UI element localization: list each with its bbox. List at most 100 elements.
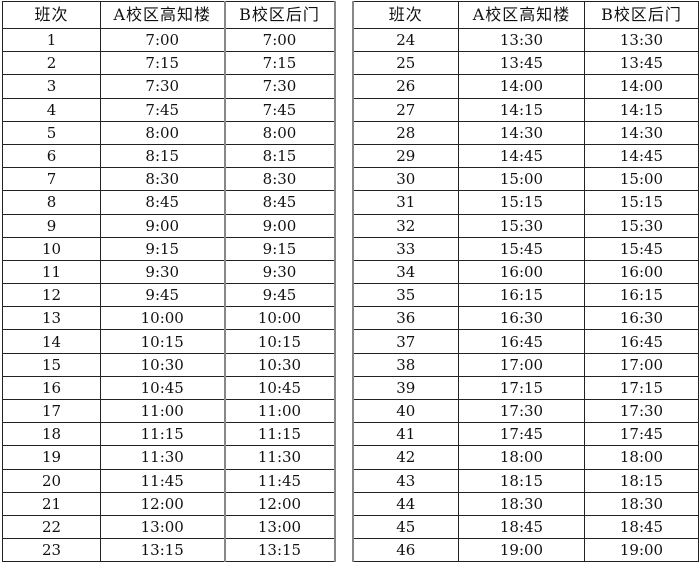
a-campus-time: 8:30	[100, 167, 225, 192]
table-row: 2 7:15 7:15 25 13:45 13:45	[2, 51, 699, 76]
header-trip: 班次	[352, 1, 459, 29]
table-row: 17 11:00 11:00 40 17:30 17:30	[2, 398, 699, 424]
separator	[333, 376, 354, 400]
separator	[333, 28, 354, 52]
b-campus-time: 12:00	[223, 491, 335, 516]
b-campus-time: 9:00	[223, 213, 335, 238]
b-campus-time: 14:00	[584, 74, 699, 99]
a-campus-time: 15:00	[458, 167, 585, 192]
a-campus-time: 9:30	[100, 259, 225, 285]
table-row: 9 9:00 9:00 32 15:30 15:30	[2, 213, 699, 238]
b-campus-time: 10:30	[223, 352, 335, 377]
trip-number: 26	[352, 74, 459, 99]
a-campus-time: 12:00	[100, 491, 225, 516]
b-campus-time: 10:00	[223, 306, 335, 331]
trip-number: 39	[352, 375, 459, 401]
a-campus-time: 15:45	[458, 236, 585, 261]
table-row: 19 11:30 11:30 42 18:00 18:00	[2, 445, 699, 470]
table-row: 5 8:00 8:00 28 14:30 14:30	[2, 120, 699, 145]
b-campus-time: 13:15	[223, 538, 335, 563]
separator	[333, 353, 354, 377]
b-campus-time: 18:45	[584, 514, 699, 540]
b-campus-time: 8:45	[223, 190, 335, 215]
a-campus-time: 18:30	[458, 491, 585, 516]
a-campus-time: 17:45	[458, 422, 585, 447]
trip-number: 13	[2, 306, 101, 331]
a-campus-time: 10:45	[100, 375, 225, 401]
trip-number: 44	[352, 491, 459, 516]
separator	[333, 121, 354, 145]
b-campus-time: 13:00	[223, 514, 335, 540]
b-campus-time: 17:45	[584, 422, 699, 447]
trip-number: 41	[352, 422, 459, 447]
b-campus-time: 16:30	[584, 306, 699, 331]
a-campus-time: 18:45	[458, 514, 585, 540]
a-campus-time: 9:45	[100, 283, 225, 308]
separator	[333, 469, 354, 493]
b-campus-time: 18:15	[584, 468, 699, 493]
a-campus-time: 17:30	[458, 398, 585, 424]
b-campus-time: 9:45	[223, 283, 335, 308]
b-campus-time: 7:15	[223, 51, 335, 76]
table-row: 16 10:45 10:45 39 17:15 17:15	[2, 375, 699, 401]
trip-number: 42	[352, 445, 459, 470]
b-campus-time: 18:30	[584, 491, 699, 516]
b-campus-time: 17:00	[584, 352, 699, 377]
b-campus-time: 8:00	[223, 120, 335, 145]
a-campus-time: 16:15	[458, 283, 585, 308]
table-row: 23 13:15 13:15 46 19:00 19:00	[2, 538, 699, 563]
a-campus-time: 10:00	[100, 306, 225, 331]
a-campus-time: 10:15	[100, 329, 225, 354]
trip-number: 35	[352, 283, 459, 308]
a-campus-time: 19:00	[458, 538, 585, 563]
trip-number: 37	[352, 329, 459, 354]
b-campus-time: 8:30	[223, 167, 335, 192]
a-campus-time: 14:45	[458, 143, 585, 169]
b-campus-time: 7:00	[223, 27, 335, 53]
trip-number: 38	[352, 352, 459, 377]
a-campus-time: 17:15	[458, 375, 585, 401]
trip-number: 24	[352, 27, 459, 53]
table-row: 12 9:45 9:45 35 16:15 16:15	[2, 283, 699, 308]
table-row: 13 10:00 10:00 36 16:30 16:30	[2, 306, 699, 331]
a-campus-time: 7:30	[100, 74, 225, 99]
a-campus-time: 18:15	[458, 468, 585, 493]
b-campus-time: 16:45	[584, 329, 699, 354]
separator	[333, 399, 354, 423]
b-campus-time: 11:30	[223, 445, 335, 470]
a-campus-time: 15:30	[458, 213, 585, 238]
trip-number: 8	[2, 190, 101, 215]
b-campus-time: 16:15	[584, 283, 699, 308]
trip-number: 16	[2, 375, 101, 401]
a-campus-time: 13:15	[100, 538, 225, 563]
separator	[333, 306, 354, 330]
table-row: 6 8:15 8:15 29 14:45 14:45	[2, 143, 699, 169]
trip-number: 27	[352, 97, 459, 122]
trip-number: 23	[2, 538, 101, 563]
b-campus-time: 13:30	[584, 27, 699, 53]
a-campus-time: 17:00	[458, 352, 585, 377]
separator	[333, 260, 354, 284]
trip-number: 20	[2, 468, 101, 493]
a-campus-time: 9:00	[100, 213, 225, 238]
trip-number: 6	[2, 143, 101, 169]
header-b-campus: B校区后门	[223, 1, 335, 29]
header-row: 班次 A校区高知楼 B校区后门 班次 A校区高知楼 B校区后门	[2, 1, 699, 29]
separator	[333, 190, 354, 214]
b-campus-time: 17:15	[584, 375, 699, 401]
trip-number: 18	[2, 422, 101, 447]
a-campus-time: 7:00	[100, 27, 225, 53]
a-campus-time: 13:00	[100, 514, 225, 540]
b-campus-time: 13:45	[584, 51, 699, 76]
b-campus-time: 16:00	[584, 259, 699, 285]
trip-number: 5	[2, 120, 101, 145]
b-campus-time: 14:45	[584, 143, 699, 169]
trip-number: 33	[352, 236, 459, 261]
table-row: 14 10:15 10:15 37 16:45 16:45	[2, 329, 699, 354]
separator	[333, 422, 354, 446]
trip-number: 7	[2, 167, 101, 192]
a-campus-time: 8:45	[100, 190, 225, 215]
separator	[333, 445, 354, 470]
b-campus-time: 10:15	[223, 329, 335, 354]
table-row: 22 13:00 13:00 45 18:45 18:45	[2, 514, 699, 540]
